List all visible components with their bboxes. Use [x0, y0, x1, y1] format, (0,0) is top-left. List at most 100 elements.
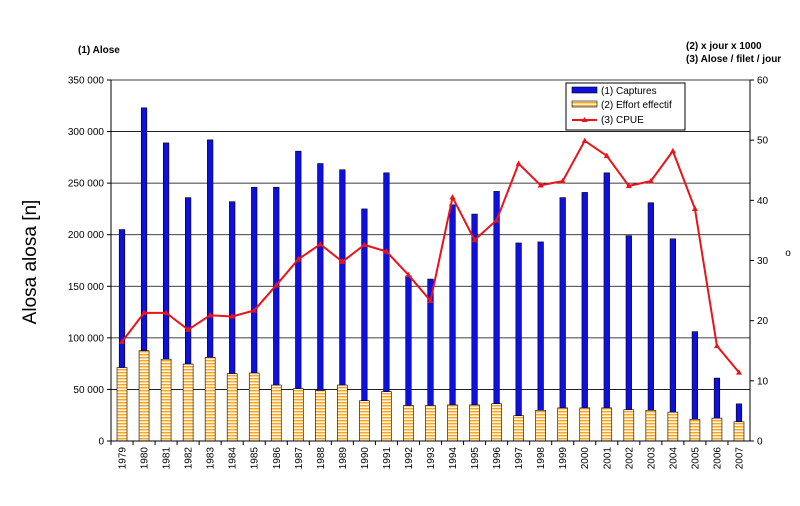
y-tick-label: 150 000 [68, 282, 105, 293]
y-tick-label: 300 000 [68, 127, 105, 138]
bar-effort [469, 404, 480, 442]
x-tick-label: 1998 [536, 447, 547, 470]
bar-captures [669, 238, 676, 442]
bar-effort [403, 405, 414, 442]
note-right-1: (2) x jour x 1000 [686, 41, 762, 52]
x-tick-label: 1986 [272, 447, 283, 470]
cpue-point [691, 205, 698, 211]
y2-tick-label: 20 [757, 316, 769, 327]
cpue-point [493, 216, 500, 223]
x-tick-label: 1980 [140, 447, 151, 470]
bar-effort [116, 367, 128, 442]
cpue-point [383, 248, 390, 254]
note-right-2: (3) Alose / filet / jour [686, 54, 781, 65]
bar-effort [337, 384, 348, 442]
cpue-line-group [119, 137, 742, 375]
x-tick-label: 1984 [228, 447, 239, 470]
legend-label-captures: (1) Captures [601, 86, 657, 97]
cpue-point [515, 160, 522, 166]
y2-tick-label: 50 [757, 136, 769, 147]
bar-effort [315, 390, 326, 442]
bar-effort [425, 405, 436, 442]
x-tick-label: 1994 [448, 447, 459, 470]
cpue-point [405, 271, 412, 278]
x-tick-label: 1979 [118, 447, 129, 470]
bar-captures [647, 202, 654, 442]
y-tick-label: 50 000 [73, 385, 104, 396]
y2-tick-label: 60 [757, 76, 769, 87]
bar-effort [733, 421, 745, 442]
axes-group: 0 50 000 100 000 150 000 200 000 250 000 300 0… [68, 76, 769, 470]
cpue-point [735, 369, 742, 375]
cpue-point [537, 182, 544, 188]
bar-effort [711, 417, 723, 442]
legend-swatch-captures [571, 86, 598, 94]
cpue-point [295, 256, 302, 262]
bar-effort [491, 403, 502, 442]
cpue-point [317, 241, 324, 247]
x-tick-label: 2000 [580, 447, 591, 470]
bar-effort [204, 357, 216, 442]
bar-effort [292, 388, 304, 442]
bar-captures [559, 197, 566, 442]
y2-axis-title: o [785, 248, 791, 259]
bar-captures [581, 192, 588, 442]
y-tick-label: 350 000 [68, 76, 105, 87]
cpue-point [207, 312, 214, 318]
bar-effort [270, 384, 282, 442]
y2-tick-label: 0 [757, 437, 763, 448]
x-tick-label: 1987 [294, 447, 305, 470]
y2-tick-label: 30 [757, 256, 769, 267]
x-tick-label: 2007 [734, 447, 745, 470]
legend-label-cpue: (3) CPUE [601, 115, 644, 126]
bar-effort [535, 410, 546, 442]
bar-effort [359, 400, 370, 442]
y-axis-title: Alosa alosa [n] [20, 200, 41, 325]
x-tick-label: 1981 [162, 447, 173, 470]
cpue-point [185, 326, 192, 332]
cpue-point [449, 194, 456, 200]
legend-swatch-effort [571, 100, 598, 108]
y2-tick-label: 40 [757, 196, 769, 207]
x-tick-label: 1982 [184, 447, 195, 470]
x-tick-label: 1989 [338, 447, 349, 470]
cpue-point [647, 177, 654, 184]
bar-effort [579, 407, 591, 442]
bar-effort [601, 407, 613, 442]
y-tick-label: 0 [98, 437, 104, 448]
x-tick-label: 1991 [382, 447, 393, 470]
x-tick-label: 2002 [624, 447, 635, 470]
y-tick-label: 200 000 [68, 230, 105, 241]
bar-captures [603, 172, 610, 442]
note-left: (1) Alose [78, 45, 120, 56]
x-tick-label: 1997 [514, 447, 525, 470]
cpue-point [163, 309, 170, 316]
x-tick-label: 2003 [646, 447, 657, 470]
bar-effort [667, 411, 679, 442]
x-tick-label: 1988 [316, 447, 327, 470]
x-tick-label: 1985 [250, 447, 261, 470]
bar-effort [645, 410, 657, 442]
cpue-point [427, 297, 434, 304]
cpue-point [251, 307, 258, 313]
y-tick-label: 100 000 [68, 333, 105, 344]
cpue-point [713, 342, 720, 349]
x-tick-label: 2006 [712, 447, 723, 470]
bar-effort [557, 407, 569, 442]
bars-group [116, 107, 745, 442]
bar-effort [226, 373, 238, 442]
cpue-point [141, 309, 148, 316]
bar-effort [447, 404, 458, 442]
y-tick-label: 250 000 [68, 179, 105, 190]
x-tick-label: 1990 [360, 447, 371, 470]
cpue-point [603, 152, 610, 159]
cpue-point [273, 281, 280, 288]
cpue-point [625, 182, 632, 189]
legend-label-effort: (2) Effort effectif [601, 100, 672, 111]
bar-effort [513, 415, 524, 442]
x-tick-label: 1983 [206, 447, 217, 470]
x-tick-label: 1999 [558, 447, 569, 470]
y2-tick-label: 10 [757, 376, 769, 387]
cpue-point [361, 241, 368, 248]
